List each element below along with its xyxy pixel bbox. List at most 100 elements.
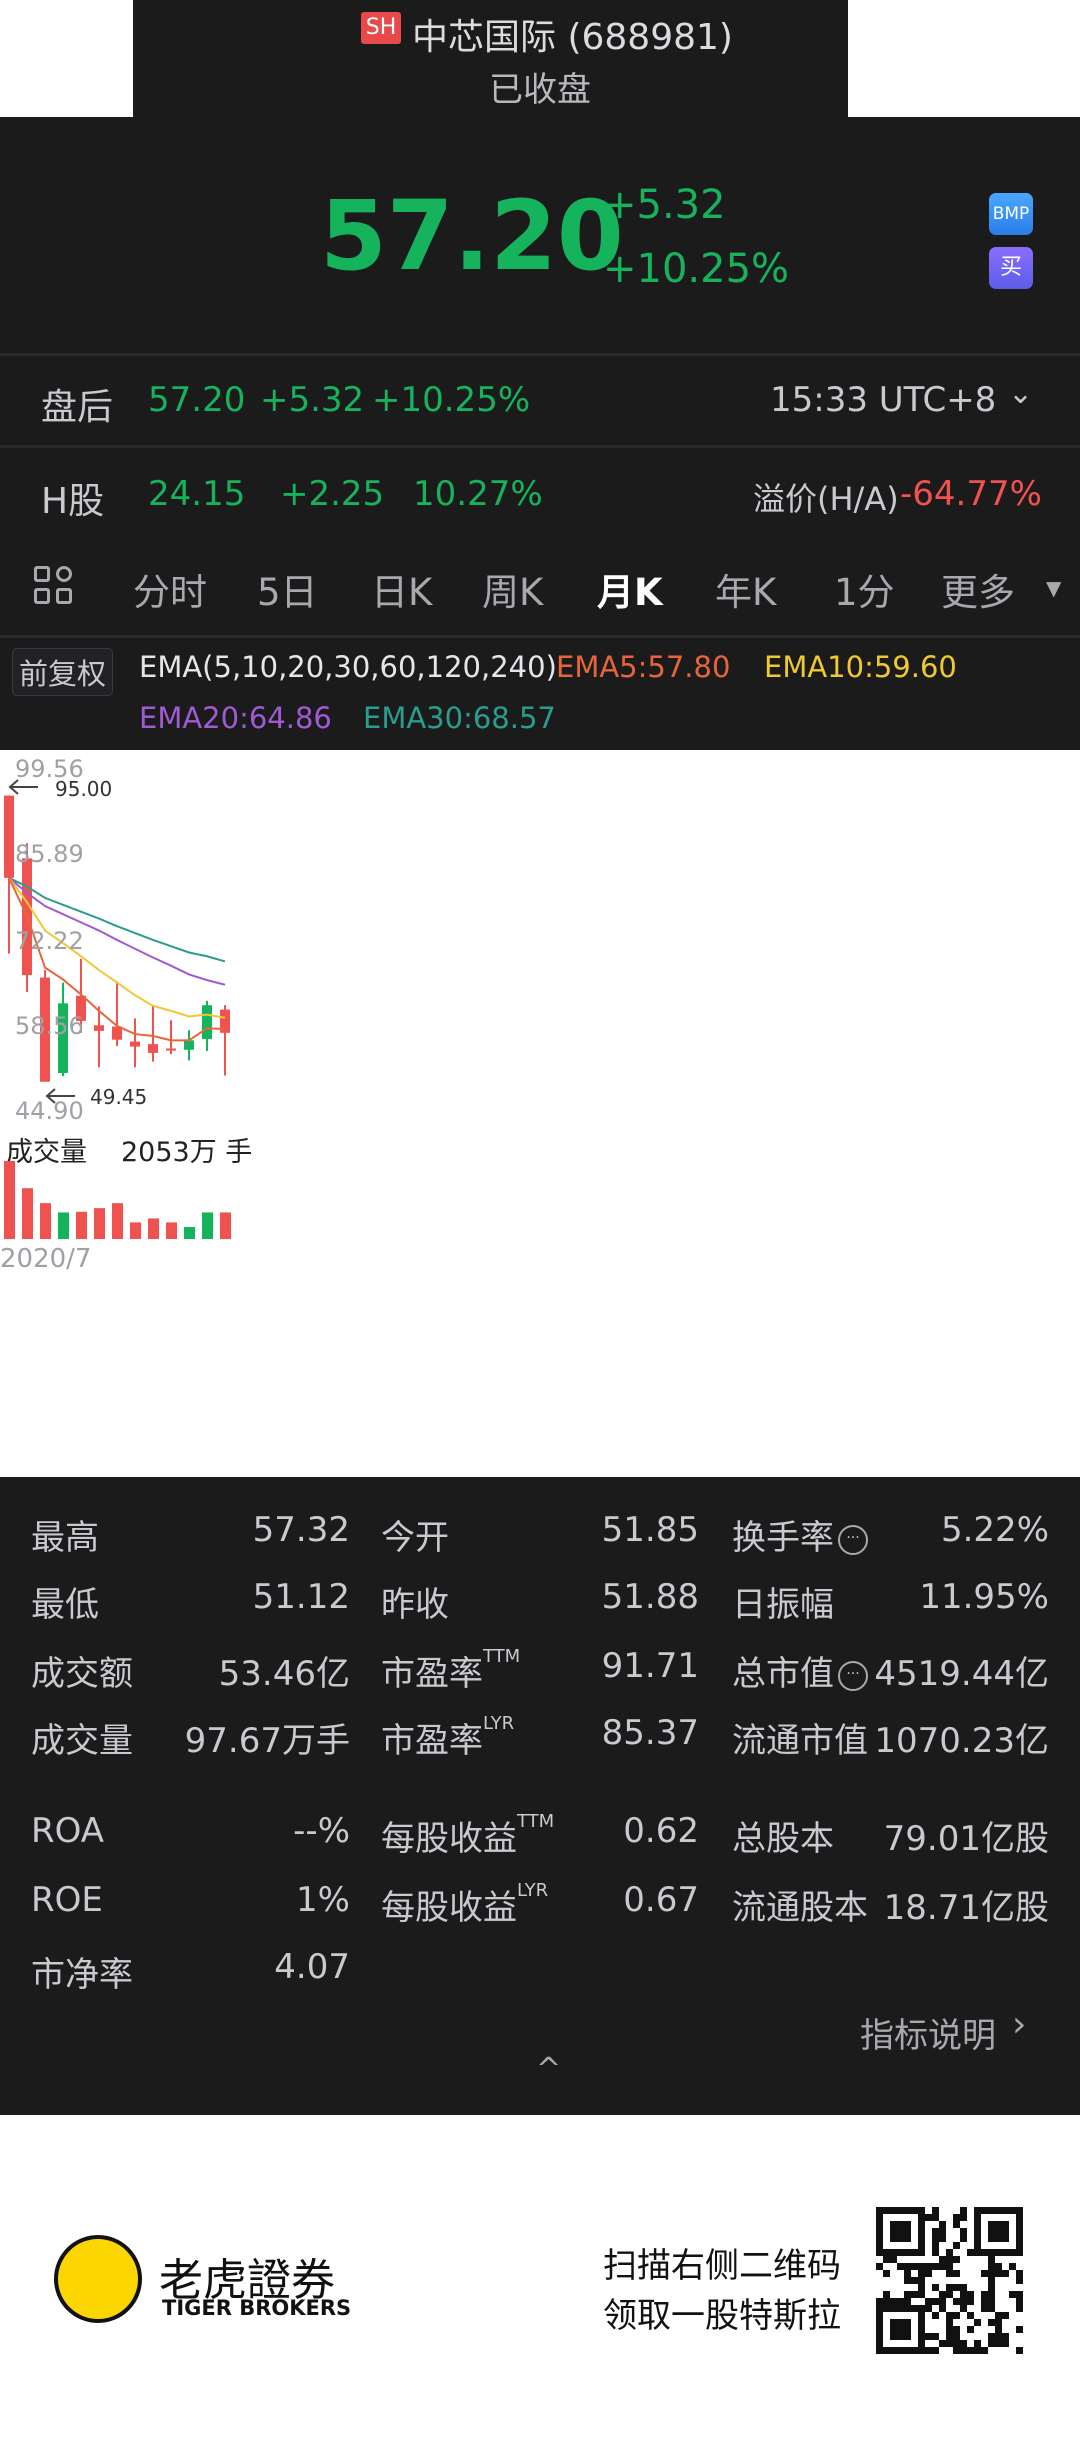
stat-value: --% — [293, 1811, 350, 1851]
stat-value: 0.67 — [623, 1880, 699, 1920]
volume-bar — [58, 1212, 69, 1239]
brand-name-en: TIGER BROKERS — [162, 2296, 352, 2320]
stat-value: 79.01亿股 — [883, 1819, 1049, 1859]
stat-label: 市净率 — [31, 1955, 133, 1995]
price-change-pct: +10.25% — [603, 246, 790, 292]
candle-body — [148, 1044, 158, 1053]
stat-label: 流通市值 — [732, 1721, 868, 1761]
promo-line-2: 领取一股特斯拉 — [603, 2296, 841, 2336]
volume-bar — [202, 1212, 213, 1239]
candle-body — [58, 1003, 68, 1073]
stock-title: 中芯国际 (688981) — [412, 17, 733, 58]
tab-0[interactable]: 分时 — [133, 571, 207, 614]
after-hours-time: 15:33 UTC+8 — [770, 380, 997, 420]
stat-label: ROE — [31, 1880, 103, 1920]
h-share-price: 24.15 — [148, 474, 246, 514]
volume-bar — [166, 1222, 177, 1239]
stat-label: 流通股本 — [732, 1888, 868, 1928]
y-tick-label: 99.56 — [15, 755, 84, 783]
after-hours-label: 盘后 — [41, 387, 114, 428]
tab-7[interactable]: 更多 — [941, 571, 1015, 614]
stat-value: 18.71亿股 — [883, 1888, 1049, 1928]
low-arrow-icon — [45, 1088, 75, 1104]
stat-value: 11.95% — [919, 1577, 1049, 1617]
bmp-icon[interactable]: BMP — [989, 193, 1033, 235]
sup-lyr: LYR — [483, 1713, 515, 1734]
ema30-line — [8, 876, 226, 963]
collapse-chevron-up-icon[interactable]: ^ — [536, 2052, 562, 2087]
sup-ttm: TTM — [483, 1646, 521, 1667]
h-share-change: +2.25 — [280, 474, 385, 514]
after-hours-change-pct: +10.25% — [372, 380, 531, 420]
x-start-label: 2020/7 — [0, 1244, 91, 1274]
stat-label: 每股收益TTM — [381, 1811, 555, 1859]
ema10-value: EMA10:59.60 — [764, 650, 957, 684]
stat-label: 日振幅 — [732, 1585, 834, 1625]
tab-1[interactable]: 5日 — [257, 571, 318, 614]
ema20-line — [8, 877, 226, 986]
ema10-line — [8, 877, 226, 1019]
premium-label: 溢价(H/A) — [753, 480, 899, 518]
stat-value: 51.12 — [252, 1577, 350, 1617]
tab-2[interactable]: 日K — [371, 571, 433, 614]
title-bar — [133, 0, 848, 117]
tab-5[interactable]: 年K — [715, 571, 777, 614]
adjust-button[interactable]: 前复权 — [12, 648, 114, 696]
stat-label: 最低 — [31, 1585, 99, 1625]
y-tick-label: 72.22 — [15, 927, 84, 955]
kline-chart[interactable]: 99.56 85.89 72.22 58.56 44.90 95.00 49.45 成交量 20… — [0, 750, 1080, 1477]
more-info-icon[interactable]: ··· — [838, 1524, 868, 1555]
divider — [0, 445, 1080, 448]
stat-value: 1070.23亿 — [874, 1721, 1049, 1761]
brand-name-cn: 老虎證券 — [159, 2255, 335, 2306]
stat-label: 昨收 — [381, 1585, 449, 1625]
candle-body — [202, 1005, 212, 1040]
high-marker: 95.00 — [55, 777, 112, 801]
volume-label: 成交量 — [6, 1137, 87, 1168]
stat-label: ROA — [31, 1811, 105, 1851]
buy-icon[interactable]: 买 — [989, 247, 1033, 289]
stat-value: 91.71 — [601, 1646, 699, 1686]
sup-lyr: LYR — [517, 1880, 549, 1901]
quote-panel — [0, 117, 1080, 750]
volume-bar — [130, 1222, 141, 1239]
stat-label: 换手率 ··· — [732, 1510, 868, 1559]
y-tick-label: 85.89 — [15, 840, 84, 868]
stat-label: 今开 — [381, 1518, 449, 1558]
stat-value: 85.37 — [601, 1713, 699, 1753]
tab-3[interactable]: 周K — [482, 571, 544, 614]
ema30-value: EMA30:68.57 — [363, 701, 556, 735]
candle-body — [40, 977, 50, 1082]
indicator-explain-link[interactable]: 指标说明 — [860, 2016, 996, 2056]
dropdown-arrow-icon[interactable]: ▼ — [1046, 576, 1062, 600]
volume-value: 2053万 手 — [121, 1137, 252, 1168]
candle-body — [112, 1026, 122, 1040]
stat-label: 成交量 — [31, 1721, 133, 1761]
tab-6[interactable]: 1分 — [834, 571, 895, 614]
chevron-right-icon[interactable]: › — [1012, 2004, 1027, 2045]
sup-ttm: TTM — [517, 1811, 555, 1832]
tab-4[interactable]: 月K — [597, 571, 663, 614]
ema5-value: EMA5:57.80 — [556, 650, 731, 684]
grid-icon[interactable] — [34, 566, 76, 608]
divider — [0, 635, 1080, 638]
stat-label: 市盈率TTM — [381, 1646, 521, 1694]
stat-label: 成交额 — [31, 1654, 133, 1694]
candle-body — [4, 795, 14, 878]
stat-label: 市盈率LYR — [381, 1713, 515, 1761]
volume-bar — [148, 1218, 159, 1239]
volume-bar — [22, 1188, 33, 1239]
divider — [0, 353, 1080, 356]
stat-value: 51.85 — [601, 1510, 699, 1550]
after-hours-change: +5.32 — [260, 380, 365, 420]
high-arrow-icon — [8, 779, 38, 795]
stat-value: 53.46亿 — [218, 1654, 350, 1694]
chevron-down-icon[interactable]: ⌄ — [1008, 376, 1034, 411]
stat-value: 97.67万手 — [184, 1721, 350, 1761]
stat-value: 57.32 — [252, 1510, 350, 1550]
candle-body — [184, 1040, 194, 1050]
stat-value: 5.22% — [940, 1510, 1049, 1550]
volume-bar — [184, 1227, 195, 1239]
volume-bar — [94, 1208, 105, 1239]
more-info-icon[interactable]: ··· — [838, 1660, 868, 1691]
